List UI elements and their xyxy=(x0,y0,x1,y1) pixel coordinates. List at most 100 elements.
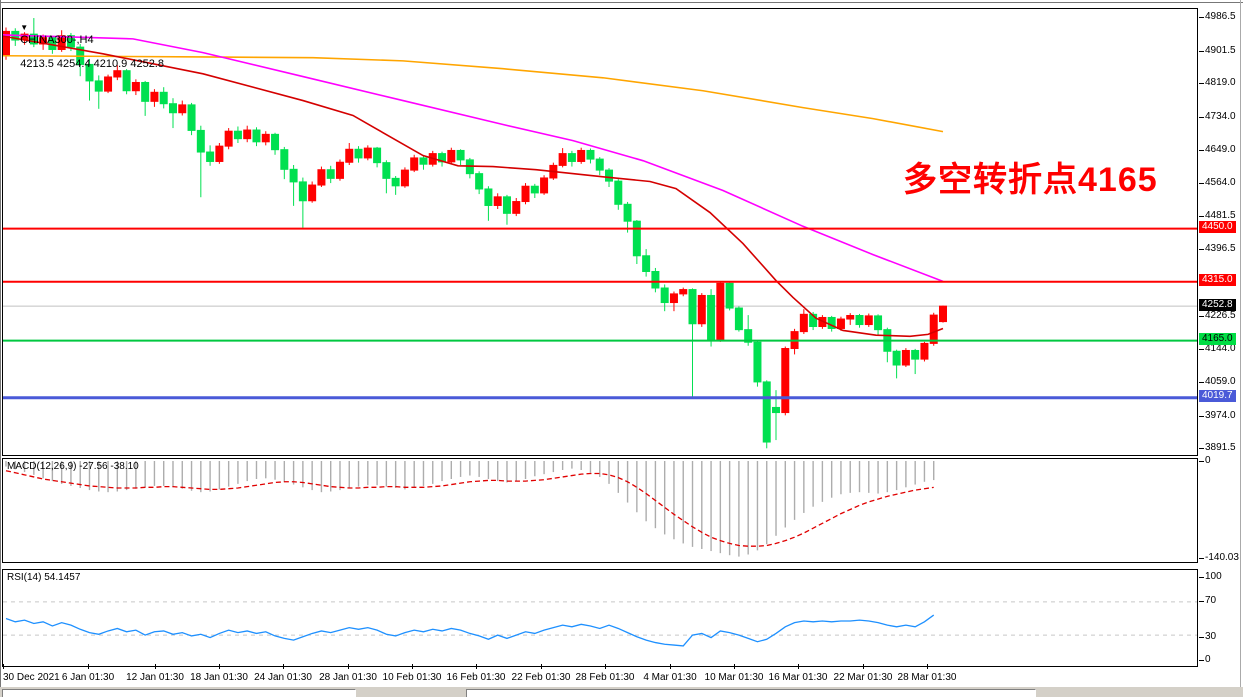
time-tick-label: 30 Dec 2021 xyxy=(3,672,60,683)
rsi-tick-label: 0 xyxy=(1205,654,1211,665)
price-chart-pane[interactable] xyxy=(2,8,1198,456)
time-tick-mark xyxy=(863,664,864,669)
macd-histogram xyxy=(5,461,935,557)
time-tick-mark xyxy=(798,664,799,669)
axis-tick-mark xyxy=(1199,51,1204,52)
window-top-border xyxy=(0,2,1243,3)
time-tick-mark xyxy=(605,664,606,669)
time-tick-label: 18 Jan 01:30 xyxy=(190,672,248,683)
price-tick-label: 3891.5 xyxy=(1205,442,1236,453)
axis-tick-mark xyxy=(1199,461,1204,462)
ma-mid-magenta xyxy=(3,34,944,283)
rsi-tick-label: 30 xyxy=(1205,631,1217,642)
axis-tick-mark xyxy=(1199,249,1204,250)
axis-tick-mark xyxy=(1199,316,1204,317)
rsi-indicator-pane[interactable] xyxy=(2,569,1198,667)
price-tick-label: 4819.0 xyxy=(1205,77,1236,88)
macd-tick-label: -140.03 xyxy=(1205,552,1239,563)
time-tick-label: 28 Jan 01:30 xyxy=(319,672,377,683)
time-tick-label: 28 Feb 01:30 xyxy=(575,672,635,683)
window-right-border xyxy=(1240,0,1241,697)
price-tick-label: 4059.0 xyxy=(1205,376,1236,387)
axis-tick-mark xyxy=(1199,601,1204,602)
time-tick-label: 12 Jan 01:30 xyxy=(126,672,184,683)
price-tick-label: 4734.0 xyxy=(1205,111,1236,122)
axis-tick-mark xyxy=(1199,448,1204,449)
axis-tick-mark xyxy=(1199,577,1204,578)
collapse-triangle-icon[interactable]: ▼ xyxy=(20,23,29,32)
axis-tick-mark xyxy=(1199,416,1204,417)
macd-chart[interactable] xyxy=(3,459,1197,562)
candles-group xyxy=(3,18,947,449)
axis-tick-mark xyxy=(1199,349,1204,350)
time-tick-mark xyxy=(734,664,735,669)
status-panel-2 xyxy=(466,689,1036,697)
ma-fast-red xyxy=(3,35,944,338)
axis-tick-mark xyxy=(1199,117,1204,118)
time-tick-mark xyxy=(541,664,542,669)
status-bar xyxy=(0,687,1243,697)
status-panel-1 xyxy=(2,689,356,697)
price-tick-label: 4564.0 xyxy=(1205,177,1236,188)
time-tick-mark xyxy=(348,664,349,669)
time-tick-mark xyxy=(927,664,928,669)
price-tick-label: 4649.0 xyxy=(1205,144,1236,155)
axis-tick-mark xyxy=(1199,17,1204,18)
price-tick-label: 4144.0 xyxy=(1205,343,1236,354)
time-tick-mark xyxy=(670,664,671,669)
price-tick-label: 4396.5 xyxy=(1205,243,1236,254)
macd-label: MACD(12,26,9) -27.56 -38.10 xyxy=(7,461,139,472)
axis-tick-mark xyxy=(1199,183,1204,184)
time-tick-mark xyxy=(88,664,89,669)
price-badge-4019.7: 4019.7 xyxy=(1199,390,1236,402)
rsi-label: RSI(14) 54.1457 xyxy=(7,572,81,583)
time-tick-label: 16 Mar 01:30 xyxy=(768,672,828,683)
time-tick-label: 10 Mar 01:30 xyxy=(704,672,764,683)
macd-signal-line xyxy=(5,470,934,547)
rsi-tick-label: 100 xyxy=(1205,571,1222,582)
macd-tick-label: 0 xyxy=(1205,455,1211,466)
ohlc-values: 4213.5 4254.4 4210.9 4252.8 xyxy=(20,58,164,70)
ma-slow-orange xyxy=(3,54,944,133)
window-left-border xyxy=(0,0,1,697)
axis-tick-mark xyxy=(1199,150,1204,151)
time-tick-label: 10 Feb 01:30 xyxy=(382,672,442,683)
price-tick-label: 4901.5 xyxy=(1205,45,1236,56)
time-tick-mark xyxy=(412,664,413,669)
rsi-tick-label: 70 xyxy=(1205,595,1217,606)
time-tick-label: 22 Mar 01:30 xyxy=(833,672,893,683)
price-tick-label: 4226.5 xyxy=(1205,310,1236,321)
time-tick-mark xyxy=(283,664,284,669)
time-tick-mark xyxy=(3,664,4,669)
price-badge-4165.0: 4165.0 xyxy=(1199,333,1236,345)
time-tick-mark xyxy=(476,664,477,669)
price-badge-4315.0: 4315.0 xyxy=(1199,274,1236,286)
price-tick-label: 3974.0 xyxy=(1205,410,1236,421)
time-tick-mark xyxy=(155,664,156,669)
time-tick-label: 16 Feb 01:30 xyxy=(446,672,506,683)
axis-tick-mark xyxy=(1199,558,1204,559)
time-tick-label: 28 Mar 01:30 xyxy=(897,672,957,683)
price-tick-label: 4481.5 xyxy=(1205,210,1236,221)
rsi-line xyxy=(5,614,935,647)
time-tick-label: 4 Mar 01:30 xyxy=(643,672,697,683)
symbol-period-label: CHINA300-,H4 xyxy=(20,34,94,46)
price-badge-4450.0: 4450.0 xyxy=(1199,221,1236,233)
macd-indicator-pane[interactable] xyxy=(2,458,1198,563)
time-tick-mark xyxy=(219,664,220,669)
price-tick-label: 4986.5 xyxy=(1205,11,1236,22)
time-tick-label: 6 Jan 01:30 xyxy=(61,672,115,683)
time-tick-label: 24 Jan 01:30 xyxy=(254,672,312,683)
axis-tick-mark xyxy=(1199,637,1204,638)
axis-tick-mark xyxy=(1199,660,1204,661)
pivot-annotation-text[interactable]: 多空转折点4165 xyxy=(903,161,1158,199)
time-tick-label: 22 Feb 01:30 xyxy=(511,672,571,683)
candlestick-chart[interactable] xyxy=(3,9,1197,455)
price-badge-4252.8: 4252.8 xyxy=(1199,299,1236,311)
axis-tick-mark xyxy=(1199,216,1204,217)
axis-tick-mark xyxy=(1199,83,1204,84)
rsi-chart[interactable] xyxy=(3,570,1197,666)
axis-tick-mark xyxy=(1199,382,1204,383)
chart-title: ▼ CHINA300-,H4 4213.5 4254.4 4210.9 4252… xyxy=(8,10,164,82)
